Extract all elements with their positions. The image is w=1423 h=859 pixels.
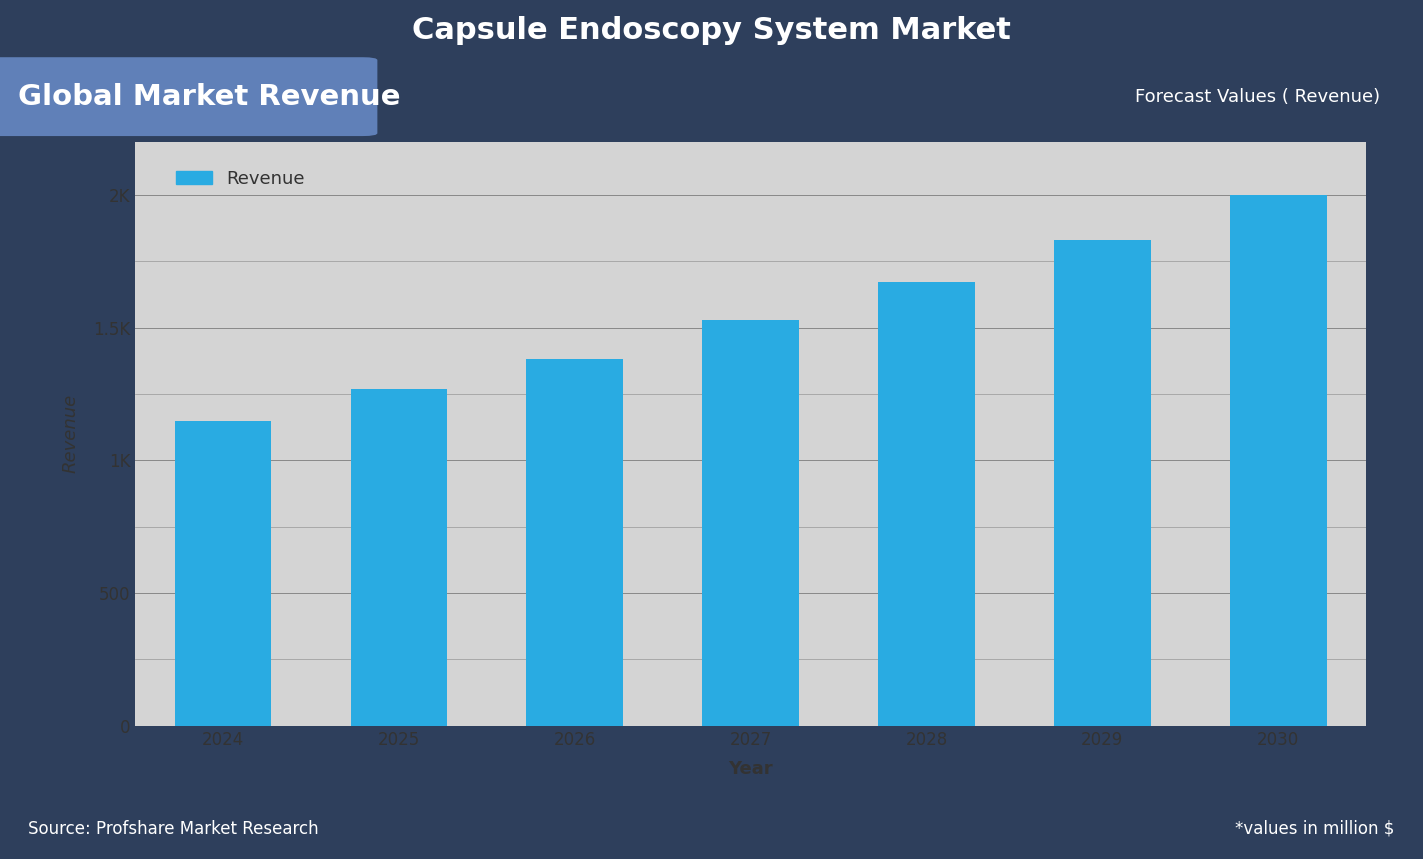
Text: Global Market Revenue: Global Market Revenue — [18, 82, 401, 111]
Bar — [527, 359, 623, 726]
Y-axis label: Revenue: Revenue — [61, 394, 80, 473]
Bar — [1229, 195, 1326, 726]
Text: Source: Profshare Market Research: Source: Profshare Market Research — [28, 820, 319, 838]
Legend: Revenue: Revenue — [169, 162, 312, 195]
Text: Capsule Endoscopy System Market: Capsule Endoscopy System Market — [413, 15, 1010, 45]
Text: *values in million $: *values in million $ — [1235, 820, 1395, 838]
Bar — [175, 421, 272, 726]
Text: Forecast Values ( Revenue): Forecast Values ( Revenue) — [1136, 88, 1380, 106]
Bar — [350, 388, 447, 726]
Bar — [703, 320, 798, 726]
X-axis label: Year: Year — [729, 760, 773, 778]
Bar — [1054, 240, 1151, 726]
FancyBboxPatch shape — [0, 58, 377, 136]
Bar — [878, 283, 975, 726]
